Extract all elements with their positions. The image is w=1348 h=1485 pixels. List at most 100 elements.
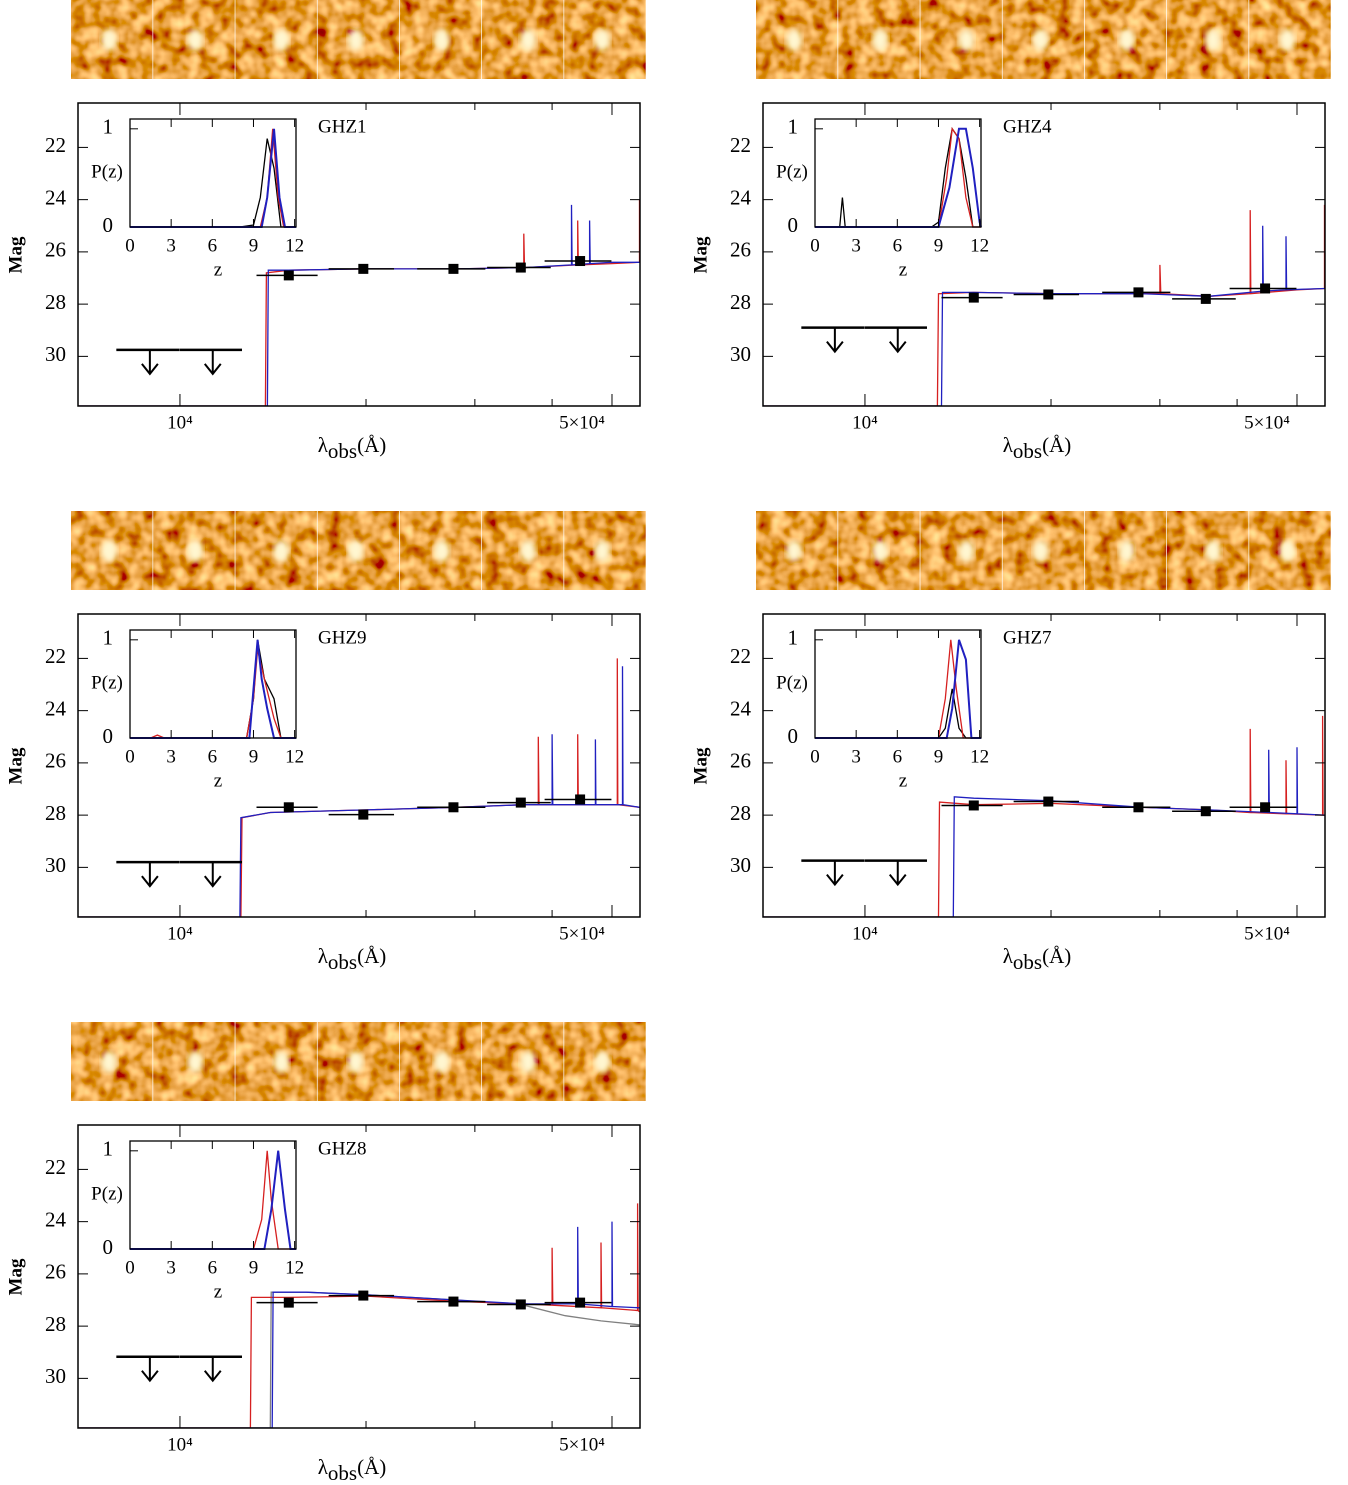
- x-axis-label: λobs(Å): [318, 944, 387, 974]
- stamp: [1002, 511, 1085, 590]
- stamp: [920, 511, 1003, 590]
- stamp-source: [433, 1051, 450, 1073]
- stamp: [399, 0, 482, 79]
- models: [78, 658, 640, 917]
- inset-bg: [130, 630, 296, 738]
- inset-y-label: P(z): [776, 672, 808, 693]
- inset-frame: [814, 118, 982, 228]
- inset-x-label: z: [214, 259, 222, 280]
- x-tick-label: 5×10⁴: [559, 1434, 605, 1455]
- stamp: [1167, 0, 1249, 79]
- x-axis-label-part: (Å): [357, 1455, 386, 1479]
- model-sed: [78, 204, 640, 406]
- stamp: [1084, 0, 1167, 79]
- inset-x-tick-label: 6: [208, 1257, 218, 1278]
- inset-x-tick-label: 12: [285, 235, 304, 256]
- stamp-source: [1032, 540, 1049, 562]
- stamp: [235, 0, 318, 79]
- stamp: [564, 511, 647, 590]
- x-axis-label: λobs(Å): [1003, 433, 1072, 463]
- inset-x-tick-label: 9: [934, 746, 944, 767]
- plot-frame: [762, 613, 1326, 918]
- y-tick-label: 24: [45, 1207, 67, 1231]
- stamp-source: [594, 29, 611, 51]
- photometry-point: [575, 1297, 586, 1308]
- stamp-source: [1205, 29, 1221, 51]
- model-sed: [78, 199, 640, 406]
- stamp-source: [786, 29, 802, 51]
- inset-y-tick-label: 1: [103, 1137, 114, 1161]
- stamp: [1249, 0, 1332, 79]
- stamp-source: [433, 540, 450, 562]
- y-tick-label: 26: [45, 238, 66, 262]
- upper-limit-arrow: [888, 860, 907, 887]
- photometry-point: [1260, 802, 1271, 813]
- inset-x-label: z: [214, 770, 222, 791]
- inset-y-tick-label: 1: [788, 115, 799, 139]
- x-tick-label: 10⁴: [852, 923, 878, 944]
- inset-y-label: P(z): [91, 1183, 123, 1204]
- y-tick-label: 22: [45, 1155, 66, 1179]
- photometry-point: [448, 263, 459, 274]
- model-sed: [78, 1291, 640, 1428]
- inset-x-tick-label: 0: [810, 235, 820, 256]
- model-sed: [78, 1221, 640, 1428]
- stamp-source: [187, 540, 204, 562]
- stamp-source: [273, 1051, 290, 1073]
- inset-bg: [815, 630, 981, 738]
- photometry-point: [283, 1297, 294, 1308]
- stamp: [317, 0, 400, 79]
- upper-limit-arrow: [203, 1356, 222, 1383]
- inset-x-tick-label: 12: [285, 1257, 304, 1278]
- stamp: [1002, 0, 1085, 79]
- x-tick-label: 10⁴: [167, 923, 193, 944]
- inset-y-label: P(z): [91, 672, 123, 693]
- y-tick-label: 24: [730, 185, 752, 209]
- stamp-source: [1118, 540, 1135, 562]
- inset-x-tick-label: 0: [125, 235, 135, 256]
- y-axis-label: Mag: [5, 1258, 26, 1295]
- stamp: [482, 511, 564, 590]
- x-axis-label-part: obs: [328, 439, 357, 463]
- stamp-source: [520, 29, 536, 51]
- photometry-point: [1200, 806, 1211, 817]
- models: [763, 715, 1325, 917]
- stamp-source: [101, 540, 117, 562]
- stamp-source: [433, 29, 450, 51]
- photometry-point: [1200, 293, 1211, 304]
- x-axis-label-part: λ: [318, 433, 329, 457]
- x-tick-label: 10⁴: [167, 412, 193, 433]
- model-sed: [78, 1203, 640, 1428]
- inset-y-tick-label: 1: [103, 115, 114, 139]
- chart-title: GHZ8: [318, 1138, 367, 1159]
- panel: 22 24 26 28 30 10⁴ 5×10⁴ GHZ7 Mag λobs(Å) 0 3 6 9 12 0 1…: [690, 511, 1332, 974]
- stamp-source: [187, 1051, 204, 1073]
- inset-x-tick-label: 3: [166, 746, 176, 767]
- x-axis-label: λobs(Å): [1003, 944, 1072, 974]
- upper-limit-arrow: [203, 349, 222, 376]
- stamp-source: [101, 29, 117, 51]
- plot-frame: [77, 102, 641, 407]
- x-tick-label: 5×10⁴: [559, 412, 605, 433]
- inset-y-tick-label: 0: [103, 1235, 114, 1259]
- inset-x-tick-label: 6: [893, 235, 903, 256]
- inset-x-tick-label: 3: [851, 235, 861, 256]
- stamp: [564, 0, 647, 79]
- stamp: [399, 1022, 482, 1101]
- models: [763, 204, 1325, 406]
- plot-frame: [77, 613, 641, 918]
- inset-x-tick-label: 12: [285, 746, 304, 767]
- x-axis-label-part: obs: [1013, 950, 1042, 974]
- inset-x-tick-label: 9: [934, 235, 944, 256]
- chart-title: GHZ7: [1003, 627, 1052, 648]
- model-sed: [763, 715, 1325, 917]
- photometry-point: [358, 809, 369, 820]
- stamp: [920, 0, 1003, 79]
- photometry-point: [515, 797, 526, 808]
- stamp: [564, 1022, 647, 1101]
- y-tick-label: 22: [730, 644, 751, 668]
- inset-x-tick-label: 9: [249, 1257, 259, 1278]
- x-axis-label-part: λ: [318, 1455, 329, 1479]
- inset-x-tick-label: 3: [851, 746, 861, 767]
- photometry-point: [358, 1290, 369, 1301]
